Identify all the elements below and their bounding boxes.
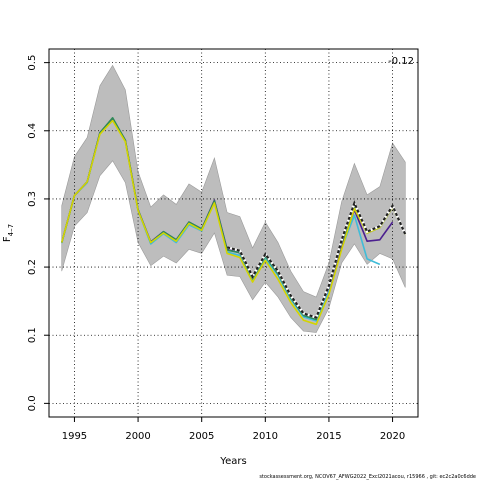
- y-tick-label: 0.0: [27, 395, 38, 411]
- x-tick-label: 2005: [189, 431, 214, 442]
- y-tick-label: 0.1: [27, 327, 38, 343]
- series-line-4: [60, 119, 407, 326]
- x-axis-title: Years: [219, 456, 246, 467]
- x-tick-label: 2010: [253, 431, 278, 442]
- y-tick-label: 0.4: [27, 123, 38, 139]
- y-tick-label: 0.3: [27, 191, 38, 207]
- x-tick-label: 2000: [125, 431, 150, 442]
- y-axis: 0.0 0.1 0.2 0.3 0.4 0.5: [27, 55, 49, 411]
- footer-credit: stockassessment.org, NCOV67_AFWG2022_Exc…: [259, 474, 476, 480]
- y-axis-title: F4–7: [2, 224, 15, 242]
- plot-frame: [48, 48, 419, 418]
- y-axis-title-main: F: [2, 236, 13, 242]
- x-tick-label: 2020: [380, 431, 405, 442]
- y-tick-label: 0.5: [27, 55, 38, 71]
- y-tick-label: 0.2: [27, 259, 38, 275]
- series-line-5: [226, 200, 407, 319]
- x-tick-label: 2015: [316, 431, 341, 442]
- x-axis: 1995 2000 2005 2010 2015 2020: [62, 417, 405, 442]
- corner-value-label: -0.12: [388, 56, 414, 67]
- series-lines: [60, 117, 407, 326]
- y-axis-title-subscript: 4–7: [7, 224, 15, 236]
- x-tick-label: 1995: [62, 431, 87, 442]
